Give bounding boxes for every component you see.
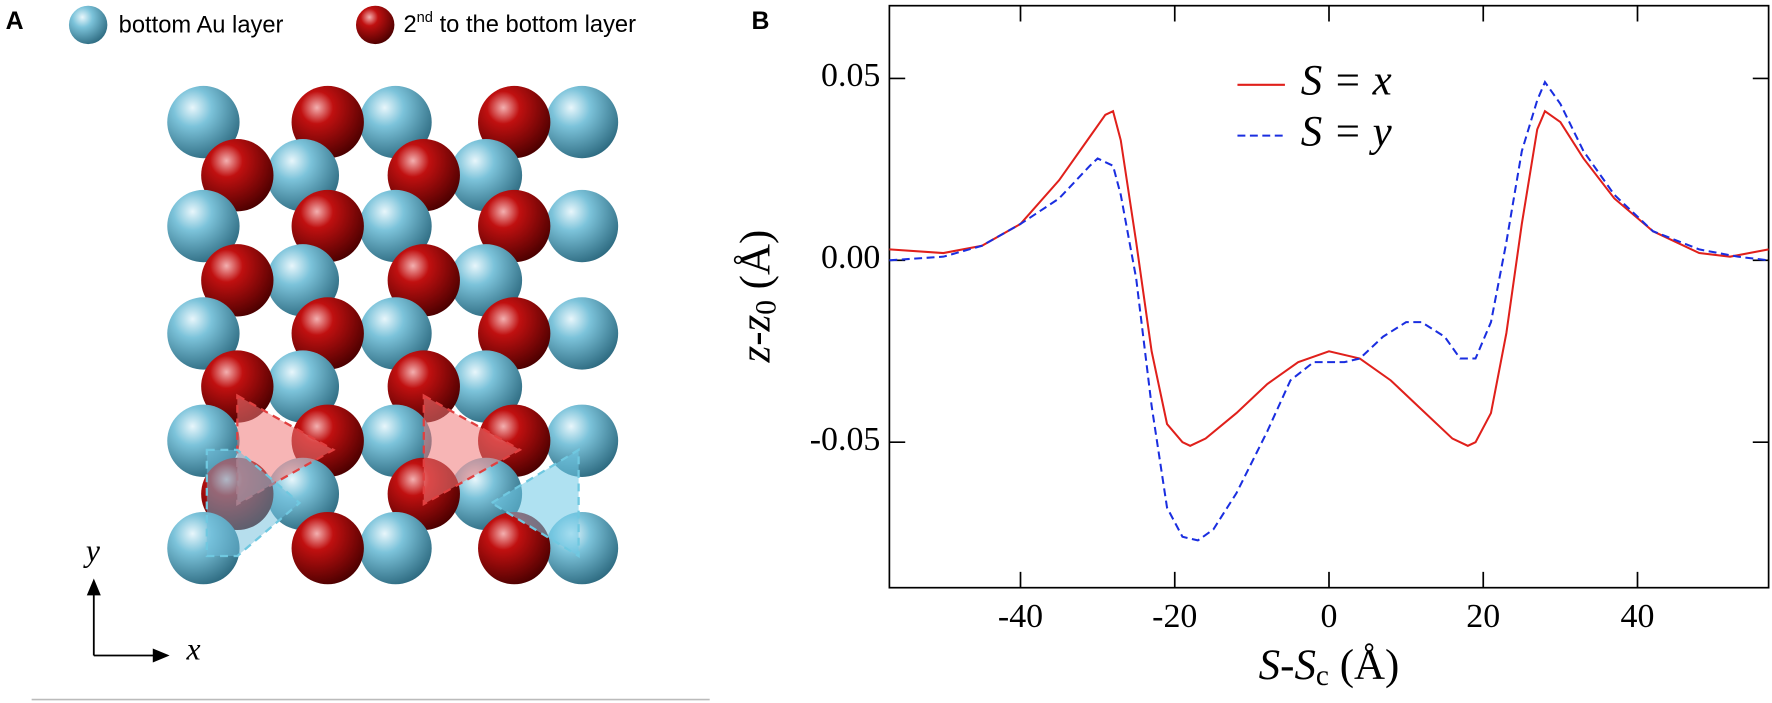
panel-b: B S-Sc (Å) z-z0 (Å) -40 -20 0 20 40 -0.05 0.00… <box>732 4 1770 692</box>
au-atom <box>359 511 432 585</box>
data-line <box>889 79 1769 542</box>
au-atom-second <box>478 297 551 370</box>
legend-label: bottom Au layer <box>119 12 284 38</box>
au-atom <box>359 404 432 477</box>
x-tick-label: 20 <box>1466 598 1500 635</box>
x-tick-label: -40 <box>998 598 1043 635</box>
au-atom <box>359 85 432 159</box>
axis-label: x <box>185 631 200 666</box>
unit-shapes <box>205 393 580 559</box>
au-atom-second <box>387 244 460 317</box>
axis-label: y <box>83 533 101 568</box>
panel-a: A bottom Au layer 2nd to the bottom laye… <box>6 5 710 701</box>
legend-label: S = y <box>1301 109 1393 156</box>
au-atom-second <box>291 189 364 263</box>
legend-atom <box>68 5 108 45</box>
panel-letter: B <box>752 7 770 35</box>
panel-letter: A <box>6 7 24 35</box>
x-axis-label: S-Sc (Å) <box>1259 642 1400 692</box>
legend-atom <box>355 5 395 45</box>
au-atom <box>359 297 432 370</box>
au-atom-second <box>478 85 551 159</box>
au-atom <box>449 244 523 317</box>
au-atom <box>167 189 240 263</box>
atoms <box>167 85 619 585</box>
au-atom <box>266 350 340 423</box>
x-tick-label: 40 <box>1621 598 1655 635</box>
au-atom <box>545 85 619 159</box>
y-tick-label: -0.05 <box>810 421 881 458</box>
data-line <box>889 109 1769 447</box>
au-atom-second <box>478 511 551 585</box>
au-atom <box>545 297 619 370</box>
legend-label: S = x <box>1301 58 1392 105</box>
x-tick-label: 0 <box>1321 598 1338 635</box>
au-atom <box>545 189 619 263</box>
legend-label: 2nd to the bottom layer <box>403 10 636 38</box>
axes-arrows <box>86 578 170 663</box>
au-atom-second <box>201 139 274 212</box>
y-axis-label: z-z0 (Å) <box>732 230 782 364</box>
au-atom <box>167 85 240 159</box>
y-tick-label: 0.05 <box>821 57 880 94</box>
au-atom <box>167 297 240 370</box>
au-atom-second <box>478 189 551 263</box>
au-atom-second <box>291 511 364 585</box>
au-atom <box>359 189 432 263</box>
y-tick-label: 0.00 <box>821 239 880 276</box>
au-atom <box>449 350 523 423</box>
au-atom-second <box>201 244 274 317</box>
x-tick-label: -20 <box>1152 598 1197 635</box>
